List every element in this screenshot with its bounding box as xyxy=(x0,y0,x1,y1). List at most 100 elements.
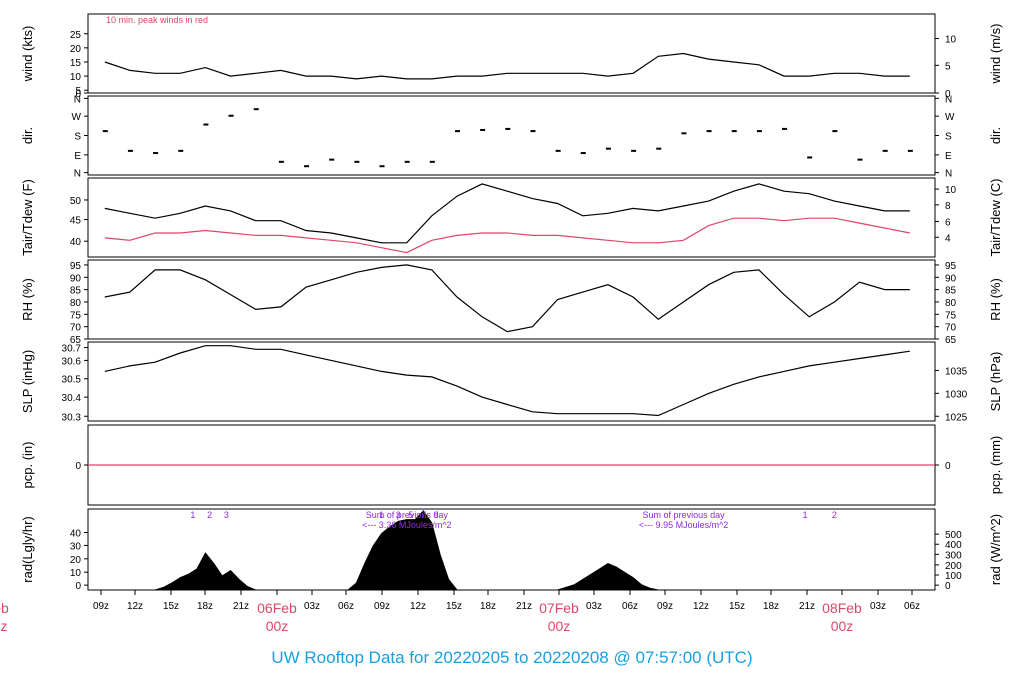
y-tick-label-right: E xyxy=(945,151,952,162)
y-tick-label-left: 0 xyxy=(75,89,81,100)
wind-direction-point xyxy=(127,149,133,152)
wind-direction-point xyxy=(379,165,385,168)
wind-direction-point xyxy=(354,160,360,163)
wind-direction-point xyxy=(329,158,335,161)
radiation-hour-mark: 1 xyxy=(803,510,808,520)
x-tick-label: 09z xyxy=(657,601,673,612)
radiation-sum-value: <--- 3.36 MJoules/m^2 xyxy=(362,520,452,530)
y-tick-label-left: 20 xyxy=(70,44,82,55)
y-tick-label-right: 0 xyxy=(945,461,951,472)
day-label-date: 08Feb xyxy=(822,600,862,616)
y-tick-label-right: 70 xyxy=(945,323,957,334)
Tdew-line xyxy=(104,217,910,254)
y-tick-label-right: 6 xyxy=(945,217,951,228)
wind-direction-point xyxy=(555,149,561,152)
y-tick-label-right: 0 xyxy=(945,581,951,592)
radiation-hour-mark: 2 xyxy=(207,510,212,520)
wind-direction-point xyxy=(656,147,662,150)
y-tick-label-left: 30.7 xyxy=(62,344,82,355)
y-tick-label-right: 8 xyxy=(945,201,951,212)
y-tick-label-right: 4 xyxy=(945,233,951,244)
y-tick-label-left: S xyxy=(74,132,81,143)
y-axis-label-left: rad(Lgly/hr) xyxy=(20,516,35,582)
wind-direction-point xyxy=(857,158,863,161)
y-tick-label-left: 95 xyxy=(70,261,82,272)
y-tick-label-left: 30.4 xyxy=(62,393,82,404)
panel-frame xyxy=(87,95,936,176)
y-tick-label-left: 10 xyxy=(70,568,82,579)
day-label-time: 00z xyxy=(548,618,571,634)
radiation-hour-mark: 1 xyxy=(190,510,195,520)
y-axis-label-left: dir. xyxy=(20,127,35,144)
y-tick-label-right: 90 xyxy=(945,273,957,284)
y-axis-label-right: wind (m/s) xyxy=(988,24,1003,85)
y-tick-label-right: 95 xyxy=(945,261,957,272)
wind-direction-point xyxy=(203,123,209,126)
y-tick-label-left: 40 xyxy=(70,237,82,248)
y-tick-label-right: 85 xyxy=(945,286,957,297)
wind-direction-point xyxy=(807,156,813,159)
x-tick-label: 12z xyxy=(410,601,426,612)
wind-direction-point xyxy=(907,149,913,152)
y-tick-label-right: 0 xyxy=(945,89,951,100)
y-axis-label-right: Tair/Tdew (C) xyxy=(988,178,1003,256)
y-tick-label-left: 85 xyxy=(70,286,82,297)
wind-direction-point xyxy=(480,129,486,132)
radiation-hour-mark: 7 xyxy=(421,510,426,520)
x-tick-label: 12z xyxy=(693,601,709,612)
wind-direction-point xyxy=(278,160,284,163)
y-tick-label-right: N xyxy=(945,94,952,105)
y-tick-label-left: 0 xyxy=(75,461,81,472)
y-tick-label-left: 20 xyxy=(70,555,82,566)
y-axis-label-right: dir. xyxy=(988,127,1003,144)
y-tick-label-left: 75 xyxy=(70,310,82,321)
y-axis-label-right: pcp. (mm) xyxy=(988,436,1003,495)
y-tick-label-left: 25 xyxy=(70,30,82,41)
wind-direction-point xyxy=(178,149,184,152)
y-tick-label-left: 90 xyxy=(70,273,82,284)
x-tick-label: 21z xyxy=(516,601,532,612)
y-tick-label-left: 40 xyxy=(70,528,82,539)
panel-frame xyxy=(87,341,936,422)
x-tick-label: 03z xyxy=(304,601,320,612)
x-tick-label: 09z xyxy=(374,601,390,612)
x-tick-label: 15z xyxy=(446,601,462,612)
wind-direction-point xyxy=(580,152,586,155)
y-axis-label-right: rad (W/m^2) xyxy=(988,514,1003,585)
wind-direction-point xyxy=(153,152,159,155)
y-tick-label-right: 1035 xyxy=(945,366,968,377)
wind-direction-point xyxy=(832,130,838,133)
y-tick-label-right: N xyxy=(945,169,952,180)
wind-direction-point xyxy=(882,149,888,152)
y-tick-label-left: 0 xyxy=(75,581,81,592)
y-tick-label-right: 500 xyxy=(945,530,962,541)
x-tick-label: 03z xyxy=(870,601,886,612)
wind-direction-point xyxy=(505,127,511,130)
wind-direction-point xyxy=(681,132,687,135)
y-axis-label-left: Tair/Tdew (F) xyxy=(20,179,35,256)
y-tick-label-left: N xyxy=(74,169,81,180)
wind-direction-point xyxy=(731,130,737,133)
day-label-time: 00z xyxy=(831,618,854,634)
y-tick-label-right: 80 xyxy=(945,298,957,309)
y-tick-label-left: 30 xyxy=(70,541,82,552)
y-tick-label-right: 1025 xyxy=(945,412,968,423)
radiation-hour-mark: 1 xyxy=(379,510,384,520)
x-tick-label: 18z xyxy=(763,601,779,612)
x-tick-label: 15z xyxy=(163,601,179,612)
y-tick-label-left: 50 xyxy=(70,196,82,207)
y-tick-label-left: N xyxy=(74,94,81,105)
radiation-hour-mark: 3 xyxy=(396,510,401,520)
wind-direction-point xyxy=(102,130,108,133)
wind-direction-point xyxy=(782,127,788,130)
wind-direction-point xyxy=(228,114,234,117)
y-tick-label-left: 10 xyxy=(70,72,82,83)
wind-direction-point xyxy=(530,130,536,133)
x-tick-label: 12z xyxy=(127,601,143,612)
chart-title: UW Rooftop Data for 20220205 to 20220208… xyxy=(271,648,753,667)
x-tick-label: 18z xyxy=(197,601,213,612)
panel-frame xyxy=(87,508,936,591)
radiation-hour-mark: 3 xyxy=(224,510,229,520)
y-tick-label-right: 200 xyxy=(945,561,962,572)
x-tick-label: 09z xyxy=(93,601,109,612)
